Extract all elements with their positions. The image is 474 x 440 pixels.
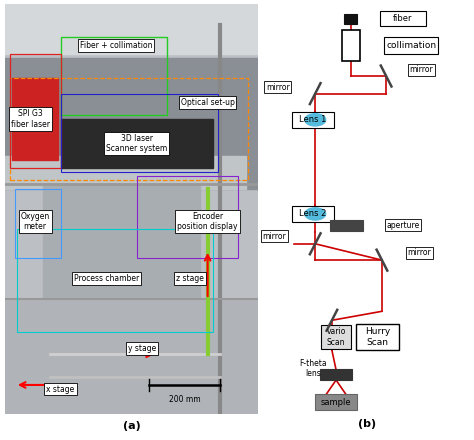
Text: fiber: fiber xyxy=(393,14,412,23)
Ellipse shape xyxy=(305,114,326,126)
Text: sample: sample xyxy=(321,398,351,407)
Bar xyxy=(137,176,238,258)
Text: mirror: mirror xyxy=(266,83,290,92)
Ellipse shape xyxy=(305,208,326,220)
Text: y stage: y stage xyxy=(128,344,156,352)
Text: x stage: x stage xyxy=(46,385,74,393)
Text: aperture: aperture xyxy=(386,221,419,230)
Bar xyxy=(356,324,399,350)
Text: Fiber + collimation: Fiber + collimation xyxy=(80,41,153,50)
Bar xyxy=(342,30,360,61)
Text: 200 mm: 200 mm xyxy=(169,395,201,404)
Text: Optical set-up: Optical set-up xyxy=(181,98,235,107)
Bar xyxy=(12,78,58,160)
Text: Process chamber: Process chamber xyxy=(73,274,139,283)
Bar xyxy=(321,325,351,349)
Text: Encoder
position display: Encoder position display xyxy=(177,212,238,231)
Text: mirror: mirror xyxy=(263,232,286,241)
Bar xyxy=(61,37,167,115)
Text: Lens 2: Lens 2 xyxy=(300,209,327,218)
Text: Hurry
Scan: Hurry Scan xyxy=(365,327,391,347)
Bar xyxy=(5,4,258,54)
Bar xyxy=(330,220,363,231)
Text: vario
Scan: vario Scan xyxy=(327,327,346,347)
Bar xyxy=(320,370,352,380)
Text: 3D laser
Scanner system: 3D laser Scanner system xyxy=(106,134,167,153)
Text: Lens 1: Lens 1 xyxy=(300,115,327,124)
Bar xyxy=(18,229,213,332)
Bar xyxy=(384,37,438,54)
Bar xyxy=(292,206,334,222)
Bar xyxy=(43,184,200,299)
Bar xyxy=(15,188,61,258)
Text: SPI G3
fiber laser: SPI G3 fiber laser xyxy=(10,109,50,128)
Text: z stage: z stage xyxy=(176,274,204,283)
Text: (a): (a) xyxy=(123,421,140,431)
Bar xyxy=(5,156,246,188)
Text: Oxygen
meter: Oxygen meter xyxy=(20,212,50,231)
Bar xyxy=(5,58,258,188)
Bar xyxy=(61,95,218,172)
Bar xyxy=(61,119,213,168)
Bar xyxy=(315,394,357,410)
Bar xyxy=(380,11,426,26)
Bar xyxy=(10,78,248,180)
Text: mirror: mirror xyxy=(408,248,431,257)
Text: (b): (b) xyxy=(358,419,376,429)
Text: F-theta
lens: F-theta lens xyxy=(299,359,327,378)
Bar xyxy=(292,112,334,128)
Bar xyxy=(345,14,357,24)
Text: mirror: mirror xyxy=(410,66,433,74)
Bar xyxy=(10,54,61,168)
Bar xyxy=(5,299,258,414)
Text: collimation: collimation xyxy=(386,41,436,50)
